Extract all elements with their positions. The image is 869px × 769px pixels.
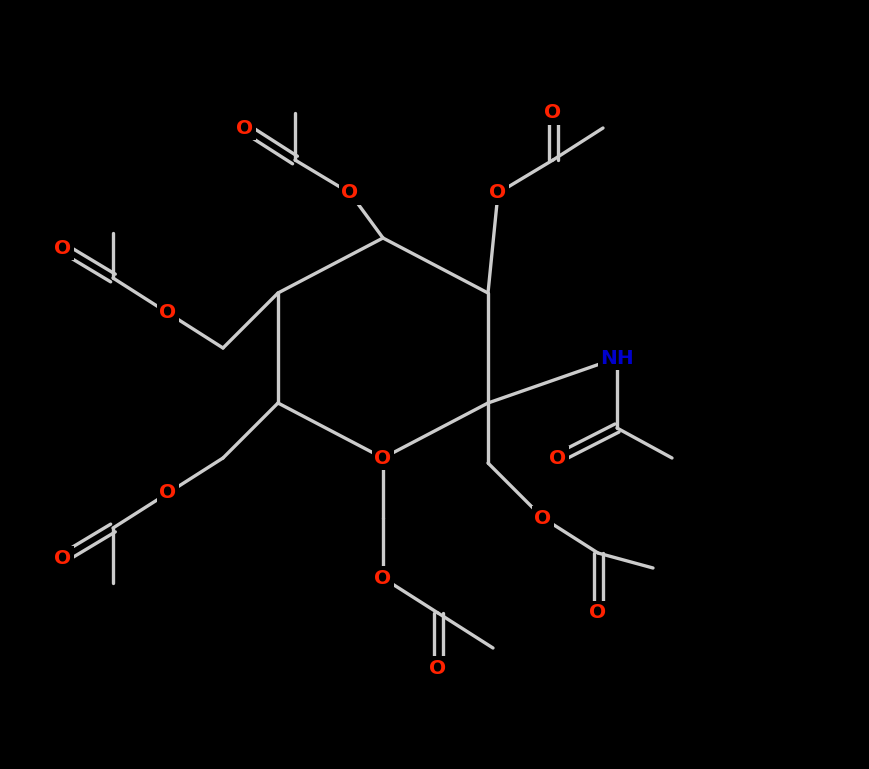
- Text: O: O: [236, 118, 254, 138]
- Text: O: O: [549, 448, 567, 468]
- Text: O: O: [342, 184, 359, 202]
- Text: O: O: [55, 548, 71, 568]
- Text: O: O: [489, 184, 507, 202]
- Text: O: O: [55, 238, 71, 258]
- Text: O: O: [429, 658, 447, 677]
- Text: O: O: [545, 104, 561, 122]
- Text: O: O: [534, 508, 552, 528]
- Text: O: O: [589, 604, 607, 622]
- Text: O: O: [159, 304, 176, 322]
- Text: O: O: [375, 568, 392, 588]
- Text: O: O: [375, 448, 392, 468]
- Text: NH: NH: [600, 348, 634, 368]
- Text: O: O: [159, 484, 176, 502]
